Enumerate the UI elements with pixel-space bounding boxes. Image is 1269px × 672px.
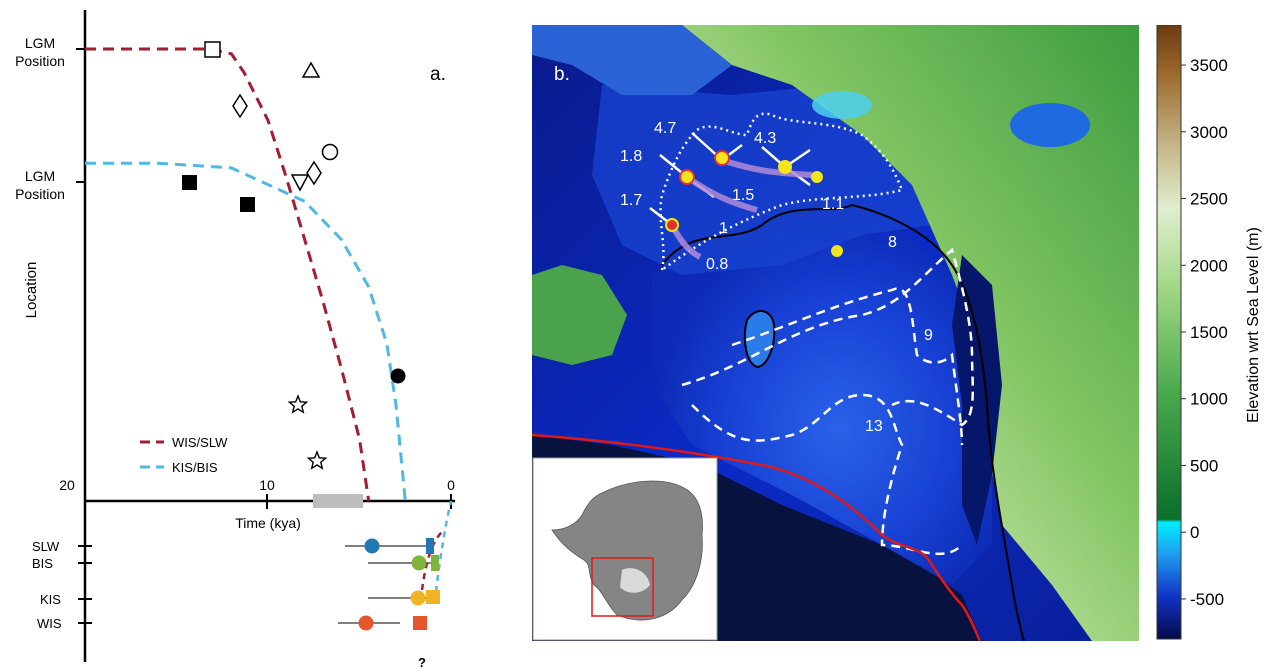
vector-label-1-5: 1.5: [732, 187, 754, 204]
marker-open-diamond-1: [232, 93, 248, 119]
site-point-4: [778, 160, 792, 174]
slw-marker-bar: [426, 538, 434, 554]
vector-label-1-8: 1.8: [620, 148, 642, 165]
marker-filled-circle: [390, 368, 406, 384]
colorbar-tick-label: 0: [1190, 523, 1199, 542]
panel-b-label: b.: [554, 64, 570, 85]
panel-b-map: b. 4.7 4.3 1.8 1.5 1.1 1.7 1 0.8 8 9 13: [532, 25, 1139, 641]
colorbar-title: Elevation wrt Sea Level (m): [1245, 227, 1262, 423]
vector-label-1-7: 1.7: [620, 192, 642, 209]
kis-marker-square: [426, 590, 440, 604]
colorbar-tick-label: 3500: [1190, 56, 1228, 75]
series-line-wis-slw: [85, 47, 371, 502]
contour-label-9: 9: [924, 327, 933, 344]
bis-marker-bar: [431, 555, 439, 571]
marker-open-square: [204, 41, 221, 58]
vector-label-4-3: 4.3: [754, 130, 776, 147]
lgm-label-lower-line2: Position: [15, 186, 65, 202]
inset-ice-shelf: [620, 568, 650, 593]
site-point-5: [811, 171, 823, 183]
colorbar-tick-label: 2000: [1190, 256, 1228, 275]
colorbar-tick-label: -500: [1190, 590, 1224, 609]
colorbar-tick-label: 1000: [1190, 390, 1228, 409]
inset-antarctica-shape: [551, 480, 703, 621]
kis-marker-circle: [410, 590, 426, 606]
legend-label-kis-bis: KIS/BIS: [172, 460, 218, 475]
ice-stream-boundary-dotted: [659, 112, 904, 273]
site-point-1: [714, 150, 730, 166]
colorbar-gradient: [1156, 25, 1182, 640]
x-axis-title: Time (kya): [235, 515, 301, 531]
vector-label-1-1: 1.1: [822, 196, 844, 213]
lgm-label-upper-line1: LGM: [25, 35, 55, 51]
vector-label-1: 1: [719, 220, 728, 237]
marker-open-star-2: [306, 450, 328, 470]
marker-open-circle: [321, 143, 339, 161]
marker-open-diamond-2: [306, 160, 322, 186]
deep-trough-right: [952, 255, 1002, 545]
site-point-6: [831, 245, 843, 257]
lgm-label-upper-line2: Position: [15, 53, 65, 69]
site-label-slw: SLW: [32, 539, 60, 554]
vector-label-4-7: 4.7: [654, 120, 676, 137]
land-transantarctic: [682, 25, 1139, 641]
marker-filled-square-2: [240, 197, 255, 212]
site-point-3: [665, 218, 679, 232]
colorbar-ticks: 3500 3000 2500 2000 1500 1000 500 0 -500: [1181, 56, 1228, 609]
lgm-label-lower-line1: LGM: [25, 168, 55, 184]
contour-8: [681, 247, 975, 427]
land-top-left: [532, 25, 732, 95]
cyan-patch-1: [812, 91, 872, 119]
question-mark: ?: [418, 655, 426, 670]
bis-marker-circle: [411, 555, 427, 571]
grounding-line: [661, 203, 1025, 641]
x-tick-label-10: 10: [259, 477, 275, 493]
vector-purple-2: [685, 174, 758, 213]
legend-label-wis-slw: WIS/SLW: [172, 435, 228, 450]
wis-marker-circle: [358, 615, 374, 631]
ice-rise-outline: [743, 310, 776, 369]
colorbar-tick-label: 3000: [1190, 123, 1228, 142]
contour-9: [731, 287, 964, 446]
time-range-band: [313, 494, 363, 508]
slw-marker-circle: [364, 538, 380, 554]
x-tick-label-20: 20: [59, 477, 75, 493]
contour-label-13: 13: [865, 418, 883, 435]
marker-open-triangle-up: [301, 61, 321, 78]
ice-front-line: [532, 433, 982, 641]
site-label-bis: BIS: [32, 556, 53, 571]
colorbar-tick-label: 2500: [1190, 190, 1228, 209]
marker-open-star-1: [287, 394, 309, 414]
x-tick-label-0: 0: [447, 477, 455, 493]
flow-vectors: [649, 132, 813, 260]
marker-filled-square-1: [182, 175, 197, 190]
colorbar-tick-label: 1500: [1190, 323, 1228, 342]
wis-marker-square: [413, 616, 427, 630]
site-point-2: [679, 169, 695, 185]
panel-a-label: a.: [430, 64, 446, 85]
contour-label-8: 8: [888, 234, 897, 251]
late-retreat-curve-blue: [434, 500, 453, 593]
y-axis-title: Location: [23, 262, 40, 319]
inset-antarctica-map: [532, 457, 718, 641]
land-left-west: [532, 265, 627, 365]
inset-study-area-box: [591, 557, 654, 617]
subglacial-basin-patch: [1010, 103, 1090, 147]
vector-purple-1: [721, 157, 813, 178]
marker-open-triangle-down: [290, 174, 310, 192]
contour-13: [691, 393, 963, 556]
site-label-wis: WIS: [37, 616, 62, 631]
site-label-kis: KIS: [40, 592, 61, 607]
series-line-kis-bis: [85, 161, 407, 502]
colorbar-tick-label: 500: [1190, 456, 1218, 475]
elevation-colorbar: 3500 3000 2500 2000 1500 1000 500 0 -500 Elevati…: [1156, 25, 1262, 640]
vector-label-0-8: 0.8: [706, 256, 728, 273]
panel-a-chart: LGM Position LGM Position Location a. 20…: [15, 10, 455, 670]
